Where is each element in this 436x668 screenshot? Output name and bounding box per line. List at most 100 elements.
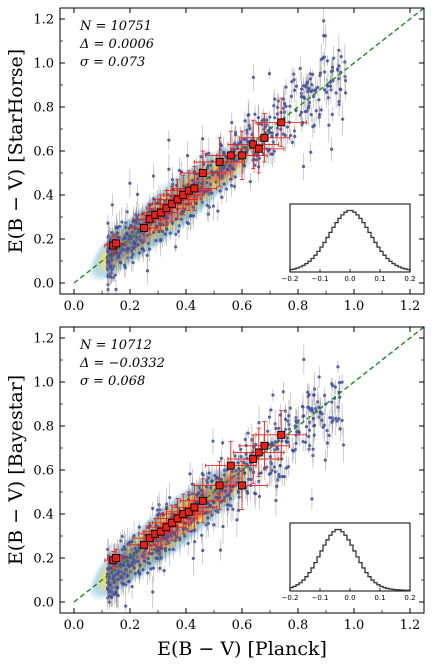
scatter-point	[336, 365, 340, 369]
scatter-point	[239, 454, 243, 459]
scatter-point	[312, 433, 316, 437]
stat-delta: Δ = −0.0332	[79, 356, 165, 371]
binned-marker	[162, 523, 171, 532]
x-tick-label: 0.2	[120, 299, 141, 314]
scatter-point	[130, 584, 134, 589]
scatter-point	[183, 534, 187, 538]
inset-tick-label: 0.1	[374, 594, 385, 602]
scatter-point	[122, 582, 126, 586]
binned-marker	[254, 448, 263, 457]
binned-marker	[162, 204, 171, 213]
scatter-point	[271, 393, 275, 397]
scatter-point	[307, 87, 311, 91]
scatter-point	[302, 357, 306, 362]
scatter-point	[292, 72, 296, 76]
y-tick-label: 0.0	[33, 277, 54, 292]
scatter-point	[210, 159, 214, 163]
scatter-point	[108, 252, 113, 257]
scatter-point	[244, 452, 248, 456]
scatter-point	[322, 88, 327, 92]
scatter-point	[124, 604, 128, 608]
scatter-point	[235, 518, 239, 522]
scatter-point	[327, 433, 331, 438]
scatter-point	[317, 113, 322, 117]
scatter-point	[269, 408, 273, 412]
scatter-point	[222, 151, 226, 155]
x-tick-label: 1.2	[400, 299, 421, 314]
scatter-point	[268, 115, 272, 119]
scatter-point	[225, 493, 229, 498]
inset-tick-label: 0.0	[344, 275, 355, 283]
x-tick-label: 0.4	[176, 299, 197, 314]
scatter-point	[227, 164, 232, 168]
binned-marker	[277, 118, 286, 127]
scatter-point	[223, 489, 227, 493]
scatter-point	[119, 575, 123, 579]
scatter-point	[107, 594, 112, 598]
scatter-point	[154, 239, 158, 243]
scatter-point	[207, 471, 211, 475]
scatter-point	[340, 380, 344, 384]
scatter-point	[193, 540, 197, 544]
scatter-point	[106, 587, 110, 591]
scatter-point	[211, 439, 215, 443]
scatter-point	[322, 34, 326, 38]
scatter-point	[206, 521, 211, 526]
scatter-point	[115, 572, 119, 576]
scatter-point	[314, 109, 318, 113]
scatter-point	[341, 117, 345, 121]
scatter-point	[295, 430, 299, 434]
scatter-point	[210, 513, 214, 517]
scatter-point	[254, 442, 258, 447]
scatter-point	[217, 476, 221, 481]
scatter-point	[248, 179, 252, 184]
scatter-point	[222, 473, 226, 477]
scatter-point	[133, 550, 138, 555]
scatter-point	[292, 78, 296, 82]
scatter-point	[306, 405, 310, 409]
scatter-point	[219, 144, 224, 148]
scatter-point	[246, 431, 250, 435]
scatter-point	[277, 475, 281, 479]
scatter-point	[152, 230, 156, 235]
scatter-point	[222, 182, 226, 186]
scatter-point	[317, 98, 321, 102]
binned-marker	[112, 554, 120, 562]
binned-marker	[173, 514, 182, 523]
scatter-point	[253, 491, 257, 495]
scatter-point	[319, 410, 323, 414]
binned-marker	[226, 461, 235, 470]
scatter-point	[216, 209, 220, 213]
scatter-point	[191, 556, 195, 560]
scatter-point	[137, 546, 141, 550]
y-tick-label: 0.4	[33, 189, 54, 204]
binned-marker	[249, 140, 258, 149]
scatter-point	[336, 405, 340, 409]
x-tick-label: 0.2	[120, 618, 141, 633]
scatter-point	[124, 225, 128, 229]
scatter-point	[179, 217, 184, 221]
binned-marker	[156, 208, 165, 217]
scatter-point	[267, 72, 272, 76]
scatter-point	[300, 87, 304, 91]
scatter-point	[130, 560, 135, 564]
scatter-point	[119, 539, 123, 543]
scatter-point	[317, 405, 321, 409]
inset-tick-label: −0.2	[282, 275, 299, 283]
scatter-point	[222, 166, 226, 170]
scatter-point	[307, 393, 311, 397]
scatter-point	[307, 100, 312, 105]
scatter-point	[265, 465, 269, 469]
scatter-point	[300, 404, 305, 409]
scatter-point	[129, 249, 134, 253]
binned-marker	[145, 215, 154, 224]
stat-n: N = 10751	[79, 19, 152, 34]
inset-tick-label: 0.2	[404, 594, 415, 602]
scatter-point	[124, 568, 128, 572]
binned-marker	[168, 199, 176, 208]
scatter-point	[165, 227, 169, 231]
scatter-point	[310, 497, 314, 501]
x-tick-label: 0.6	[232, 299, 253, 314]
scatter-point	[272, 149, 276, 153]
scatter-point	[283, 417, 288, 421]
